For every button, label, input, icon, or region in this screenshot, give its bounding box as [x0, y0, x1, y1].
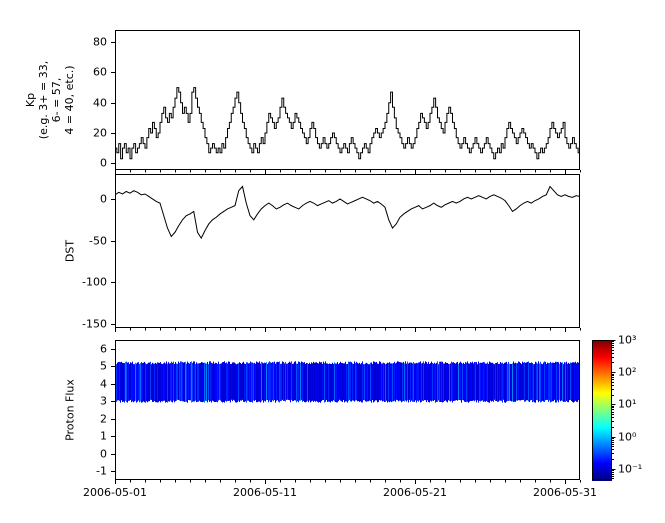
xtick-0: 2006-05-01 [83, 486, 147, 499]
xtick-3: 2006-05-31 [533, 486, 597, 499]
cb-tick-3: 10⁰ [618, 430, 637, 444]
proton-ytick-7: 6 [100, 342, 107, 356]
proton-ytick-4: 3 [100, 394, 107, 408]
xtick-2: 2006-05-21 [383, 486, 447, 499]
kp-ylabel: Kp (e.g. 3+ = 33, 6- = 57, 4 = 40, etc.) [24, 61, 76, 139]
proton-ytick-6: 5 [100, 359, 107, 373]
cb-tick-4: 10⁻¹ [618, 462, 643, 476]
kp-ytick-0: 0 [100, 156, 107, 170]
kp-ylabel-line: 4 = 40, etc.) [63, 65, 76, 135]
proton-ytick-3: 2 [100, 412, 107, 426]
kp-ytick-3: 60 [93, 65, 107, 79]
kp-ytick-2: 40 [93, 96, 107, 110]
dst-ylabel: DST [63, 239, 77, 263]
kp-ylabel-line: 6- = 57, [50, 77, 63, 123]
xtick-1: 2006-05-11 [233, 486, 297, 499]
cb-tick-1: 10² [618, 365, 637, 379]
cb-tick-0: 10³ [618, 333, 637, 347]
proton-ytick-2: 1 [100, 429, 107, 443]
cb-tick-2: 10¹ [618, 397, 637, 411]
kp-ytick-4: 80 [93, 35, 107, 49]
proton-ytick-1: 0 [100, 447, 107, 461]
dst-ytick-1: -50 [89, 234, 107, 248]
proton-ylabel: Proton Flux [63, 379, 77, 441]
kp-ylabel-line: (e.g. 3+ = 33, [37, 60, 50, 140]
kp-ylabel-line: Kp [24, 92, 37, 108]
kp-ytick-1: 20 [93, 126, 107, 140]
dst-ytick-2: -100 [82, 275, 107, 289]
dst-ytick-0: 0 [100, 192, 107, 206]
proton-ytick-5: 4 [100, 377, 107, 391]
dst-ytick-3: -150 [82, 317, 107, 331]
proton-ytick-0: -1 [96, 464, 107, 478]
